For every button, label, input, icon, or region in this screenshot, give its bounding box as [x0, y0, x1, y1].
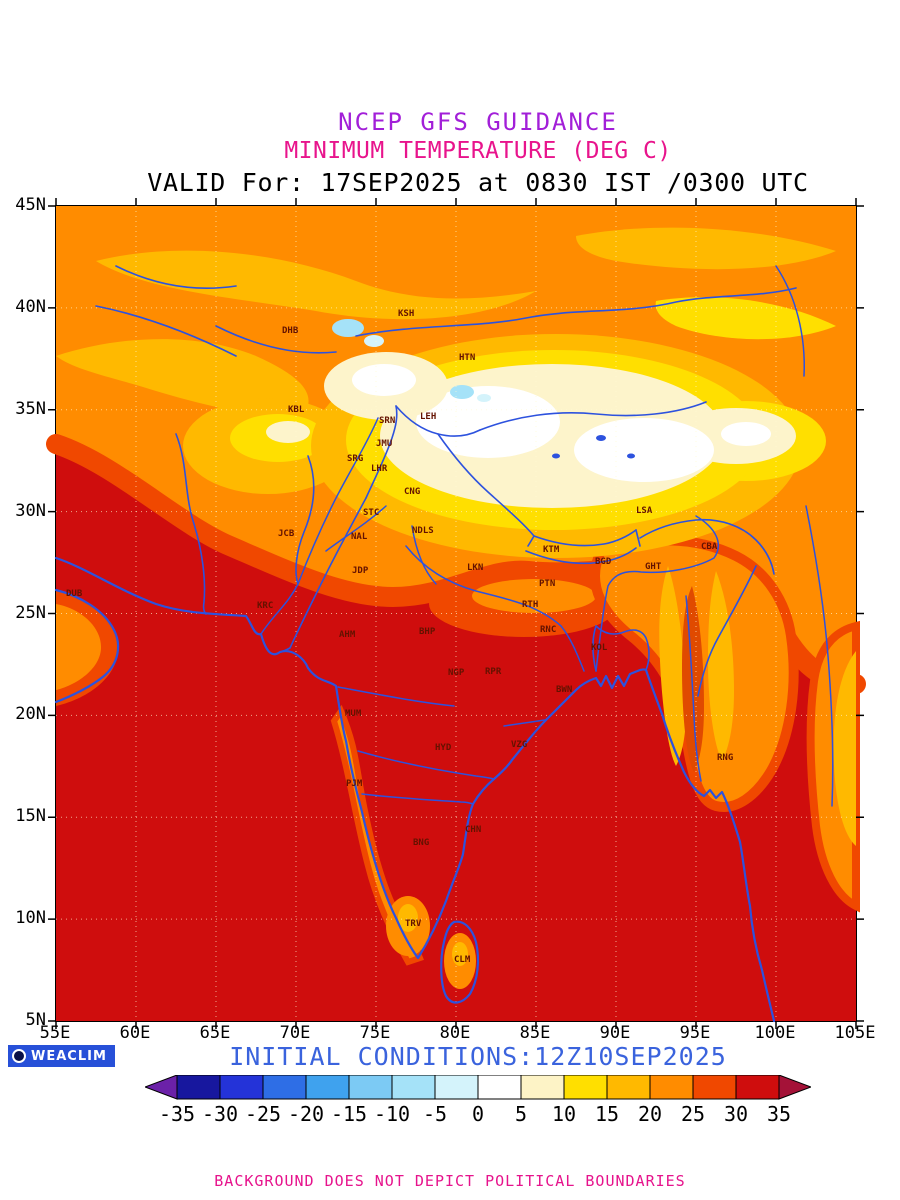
weaclim-globe-icon	[12, 1049, 26, 1063]
svg-text:15: 15	[595, 1102, 619, 1126]
lon-label: 60E	[119, 1023, 151, 1043]
svg-text:30: 30	[724, 1102, 748, 1126]
svg-text:-35: -35	[159, 1102, 195, 1126]
lon-label: 55E	[39, 1023, 71, 1043]
svg-text:5: 5	[515, 1102, 527, 1126]
colorbar-scale: -35 -30 -25 -20 -15 -10 -5 0 5 10 15 20 25 30 35	[143, 1074, 813, 1126]
border-layer	[95, 265, 797, 697]
lon-label: 95E	[679, 1023, 711, 1043]
lon-label: 85E	[519, 1023, 551, 1043]
svg-text:0: 0	[472, 1102, 484, 1126]
lake-layer	[552, 435, 635, 459]
svg-text:-15: -15	[331, 1102, 367, 1126]
lat-label: 20N	[15, 704, 46, 725]
grid-layer	[48, 198, 864, 1029]
svg-text:-25: -25	[245, 1102, 281, 1126]
lat-label: 10N	[15, 908, 46, 929]
svg-text:-5: -5	[423, 1102, 447, 1126]
valid-time-line: VALID For: 17SEP2025 at 0830 IST /0300 U…	[147, 168, 809, 197]
lon-label: 90E	[599, 1023, 631, 1043]
map-canvas: DHB KSH HTN KBL SRN LEH JMU SRG LHR CNG STC JCB NAL N…	[46, 198, 866, 1029]
lon-label: 65E	[199, 1023, 231, 1043]
lat-label: 40N	[15, 296, 46, 317]
colorbar: -35 -30 -25 -20 -15 -10 -5 0 5 10 15 20 25 30 35	[143, 1074, 813, 1127]
lat-label: 5N	[25, 1010, 46, 1030]
lat-label: 35N	[15, 398, 46, 419]
lat-label: 25N	[15, 602, 46, 623]
river-layer	[260, 265, 834, 807]
lon-label: 100E	[754, 1023, 796, 1043]
lat-label: 30N	[15, 500, 46, 521]
lat-label: 45N	[15, 195, 46, 215]
initial-conditions-line: INITIAL CONDITIONS:12Z10SEP2025	[229, 1042, 727, 1071]
product-title: NCEP GFS GUIDANCE	[338, 108, 618, 136]
disclaimer-text: BACKGROUND DOES NOT DEPICT POLITICAL BOU…	[214, 1172, 686, 1190]
weaclim-logo: WEACLIM	[8, 1045, 115, 1067]
svg-text:-20: -20	[288, 1102, 324, 1126]
svg-text:25: 25	[681, 1102, 705, 1126]
lon-label: 105E	[834, 1023, 876, 1043]
lon-label: 80E	[439, 1023, 471, 1043]
lon-label: 70E	[279, 1023, 311, 1043]
svg-text:20: 20	[638, 1102, 662, 1126]
svg-text:-30: -30	[202, 1102, 238, 1126]
svg-text:-10: -10	[374, 1102, 410, 1126]
lon-axis: 55E 60E 65E 70E 75E 80E 85E 90E 95E 100E 105E	[40, 1023, 876, 1045]
temperature-map	[46, 198, 866, 1029]
lon-label: 75E	[359, 1023, 391, 1043]
svg-text:35: 35	[767, 1102, 791, 1126]
lat-label: 15N	[15, 806, 46, 827]
field-title: MINIMUM TEMPERATURE (DEG C)	[284, 138, 672, 164]
lat-axis: 45N 40N 35N 30N 25N 20N 15N 10N 5N	[0, 195, 50, 1030]
svg-text:10: 10	[552, 1102, 576, 1126]
weaclim-logo-label: WEACLIM	[31, 1048, 107, 1064]
